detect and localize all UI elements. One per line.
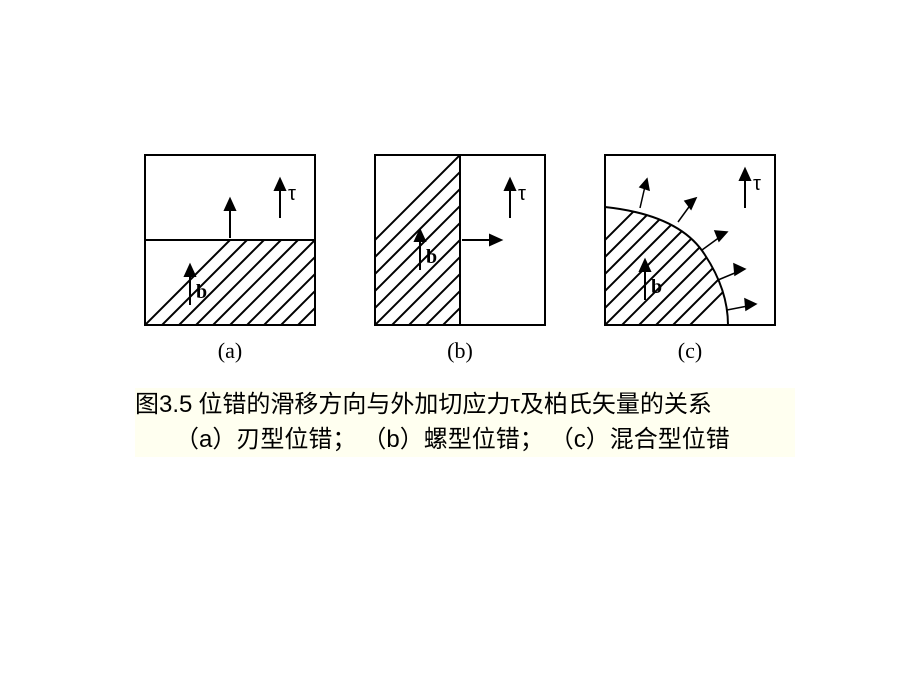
caption-b-close: ）螺型位错；	[400, 427, 544, 453]
figure-panels: b τ (a)	[140, 150, 780, 364]
panel-label-b: (b)	[447, 338, 473, 364]
diagram-a: b τ	[140, 150, 320, 330]
caption-c-close: ）混合型位错	[586, 427, 730, 453]
diagram-c: b	[600, 150, 780, 330]
panel-a: b τ (a)	[140, 150, 320, 364]
caption-a-open: （	[175, 427, 199, 453]
caption-b-lbl: b	[386, 426, 399, 453]
caption-line-2: （a）刃型位错； （b）螺型位错； （c）混合型位错	[135, 423, 795, 458]
caption-b-open: （	[362, 427, 386, 453]
caption-suffix-1: 及柏氏矢量的关系	[520, 392, 712, 418]
b-label-c: b	[651, 276, 662, 298]
caption-c-lbl: c	[574, 426, 586, 453]
panel-c: b	[600, 150, 780, 364]
panel-label-a: (a)	[218, 338, 242, 364]
caption-text-1: 位错的滑移方向与外加切应力	[192, 392, 510, 418]
panel-label-c: (c)	[678, 338, 702, 364]
tau-label-a: τ	[288, 183, 296, 205]
figure-caption: 图3.5 位错的滑移方向与外加切应力τ及柏氏矢量的关系 （a）刃型位错； （b）…	[135, 388, 795, 457]
caption-number: 3.5	[159, 391, 192, 418]
caption-prefix: 图	[135, 392, 159, 418]
b-label-a: b	[196, 281, 207, 303]
caption-line-1: 图3.5 位错的滑移方向与外加切应力τ及柏氏矢量的关系	[135, 388, 795, 423]
caption-a-close: ）刃型位错；	[212, 427, 356, 453]
caption-c-open: （	[550, 427, 574, 453]
caption-tau: τ	[510, 391, 519, 418]
tau-label-c: τ	[753, 173, 761, 195]
panel-b: b τ (b)	[370, 150, 550, 364]
caption-a-lbl: a	[199, 426, 212, 453]
diagram-b: b τ	[370, 150, 550, 330]
b-label-b: b	[426, 246, 437, 268]
tau-label-b: τ	[518, 183, 526, 205]
